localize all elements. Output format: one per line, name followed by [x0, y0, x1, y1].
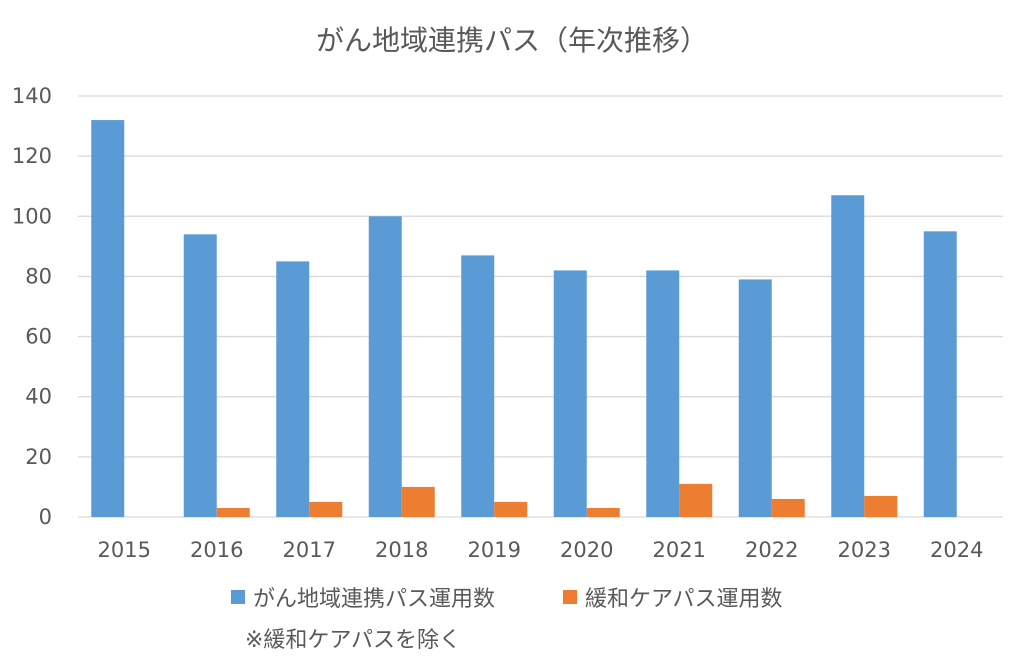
- legend: がん地域連携パス運用数 緩和ケアパス運用数: [231, 587, 783, 612]
- y-axis-tick-labels: 0 20 40 60 80 100 120 140: [12, 84, 52, 529]
- bar-palliative-pathway-2020: [586, 507, 620, 517]
- bar-palliative-pathway-2023: [864, 495, 898, 517]
- bar-cancer-pathway-2024: [923, 231, 957, 518]
- y-tick-label-0: 0: [39, 505, 52, 529]
- bar-cancer-pathway-2017: [276, 261, 310, 517]
- legend-label-cancer-pathway: がん地域連携パス運用数: [253, 587, 495, 612]
- annotation-note: ※緩和ケアパスを除く: [245, 628, 461, 653]
- x-tick-label-2020: 2020: [560, 538, 613, 562]
- x-tick-label-2016: 2016: [190, 538, 243, 562]
- bar-palliative-pathway-2016: [216, 507, 250, 517]
- y-tick-label-100: 100: [12, 204, 52, 228]
- x-tick-label-2024: 2024: [930, 538, 983, 562]
- x-tick-label-2023: 2023: [838, 538, 891, 562]
- legend-swatch-palliative-pathway: [563, 590, 577, 604]
- x-tick-label-2019: 2019: [468, 538, 521, 562]
- y-tick-label-40: 40: [25, 385, 52, 409]
- x-axis-tick-labels: 2015 2016 2017 2018 2019 2020 2021 2022 2023 2024: [98, 538, 984, 562]
- bar-cancer-pathway-2021: [646, 270, 680, 517]
- x-tick-label-2015: 2015: [98, 538, 151, 562]
- bar-cancer-pathway-2015: [91, 120, 125, 518]
- bar-cancer-pathway-2022: [738, 279, 772, 517]
- y-tick-label-60: 60: [25, 325, 52, 349]
- bar-cancer-pathway-2016: [183, 234, 217, 518]
- bar-palliative-pathway-2022: [771, 498, 805, 517]
- y-tick-label-20: 20: [25, 445, 52, 469]
- x-tick-label-2017: 2017: [283, 538, 336, 562]
- y-tick-label-80: 80: [25, 264, 52, 288]
- legend-label-palliative-pathway: 緩和ケアパス運用数: [585, 587, 783, 612]
- legend-swatch-cancer-pathway: [231, 590, 245, 604]
- gridlines: [78, 95, 1003, 518]
- y-tick-label-120: 120: [12, 144, 52, 168]
- x-tick-label-2021: 2021: [653, 538, 706, 562]
- bar-cancer-pathway-2023: [831, 195, 865, 517]
- bar-cancer-pathway-2018: [368, 216, 402, 518]
- bar-cancer-pathway-2019: [461, 255, 495, 517]
- x-tick-label-2022: 2022: [745, 538, 798, 562]
- x-tick-label-2018: 2018: [375, 538, 428, 562]
- bar-palliative-pathway-2017: [309, 501, 343, 517]
- y-tick-label-140: 140: [12, 84, 52, 108]
- bar-cancer-pathway-2020: [553, 270, 587, 517]
- bar-palliative-pathway-2021: [679, 483, 713, 517]
- chart-title: がん地域連携パス（年次推移）: [316, 24, 708, 57]
- bar-palliative-pathway-2019: [494, 501, 528, 517]
- bar-palliative-pathway-2018: [401, 486, 435, 517]
- bars: [91, 120, 957, 518]
